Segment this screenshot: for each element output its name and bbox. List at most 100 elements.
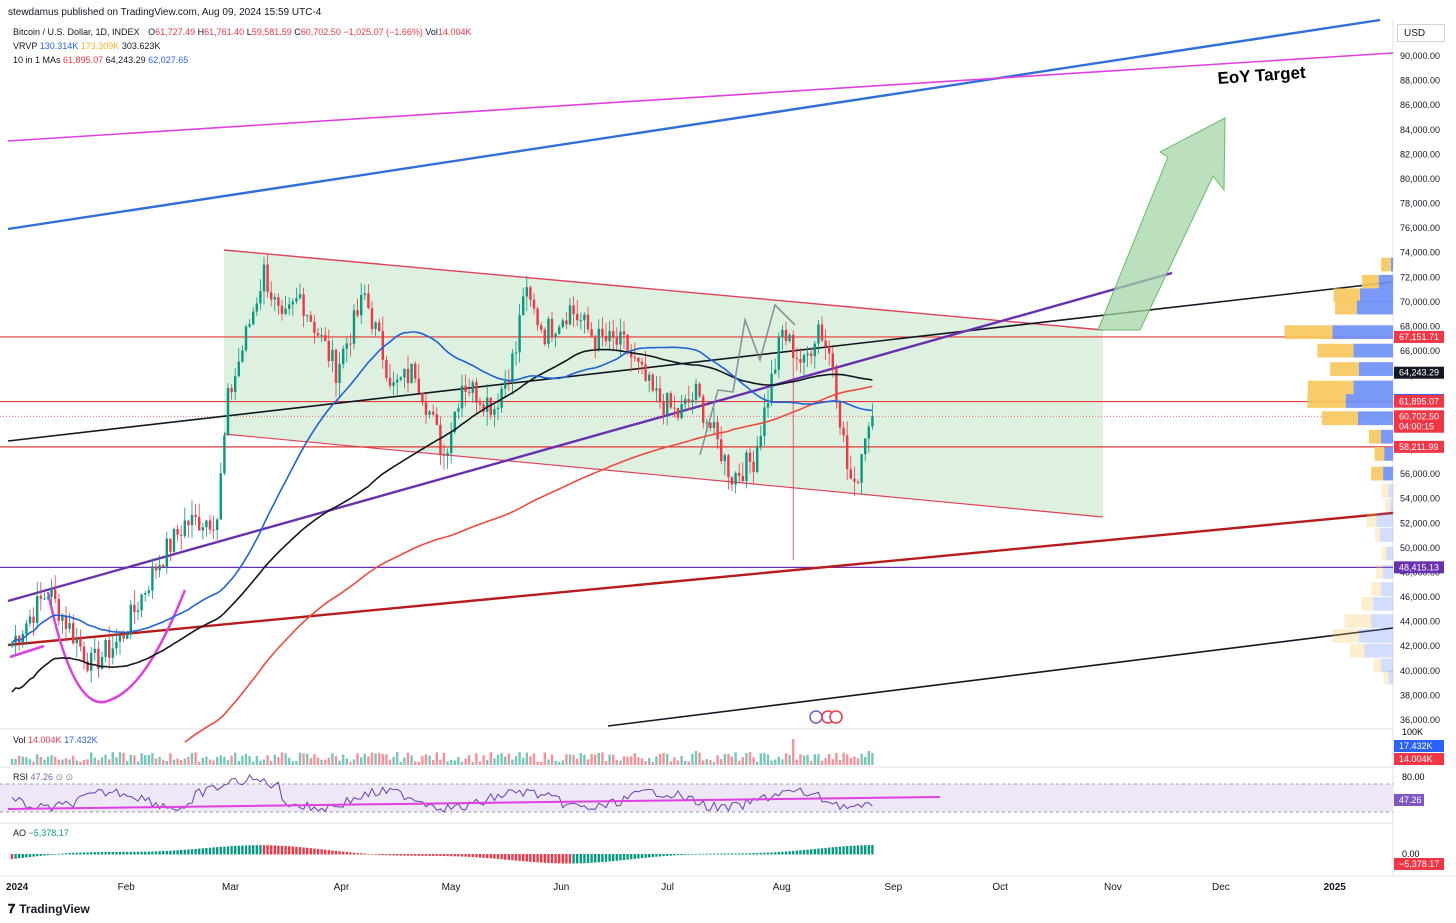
ao-axis-label: 0.00 <box>1402 849 1420 859</box>
price-tag-bg <box>1394 561 1444 574</box>
rsi-settings-icon[interactable]: ⊙ ⊙ <box>55 772 74 782</box>
ao-bar <box>518 854 521 861</box>
vrvp-legend[interactable]: VRVP 130.314K 173.309K 303.623K <box>13 41 160 51</box>
volume-bar <box>327 757 330 765</box>
candle-body <box>759 436 762 447</box>
ao-bar <box>14 854 17 859</box>
ao-bar <box>140 851 143 855</box>
volume-bar <box>118 752 122 765</box>
ao-bar <box>86 852 89 855</box>
ao-bar <box>828 847 831 855</box>
ao-bar <box>122 851 125 855</box>
ao-bar <box>165 850 168 855</box>
candle-body <box>144 593 147 595</box>
candle-body <box>165 538 168 567</box>
volume-bar <box>655 756 658 765</box>
volume-bar <box>241 755 244 765</box>
candle-body <box>561 320 564 328</box>
currency-button[interactable]: USD <box>1397 24 1445 42</box>
vp-bar-down <box>1378 274 1393 289</box>
candle-body <box>619 331 622 345</box>
ao-bar <box>738 853 741 855</box>
candle-body <box>741 475 744 481</box>
volume-bar <box>824 758 827 765</box>
volume-bar <box>842 752 845 765</box>
candle-body <box>39 596 42 599</box>
ao-bar <box>651 854 654 858</box>
vp-bar-up <box>1307 394 1346 408</box>
ao-bar <box>666 854 669 856</box>
ao-bar <box>558 854 561 864</box>
volume-bar <box>374 753 377 765</box>
price-tick-label: 46,000.00 <box>1400 592 1440 602</box>
volume-bar <box>795 759 798 765</box>
vp-bar-up <box>1344 614 1371 629</box>
price-tag-bg <box>1394 330 1444 343</box>
ao-bar <box>619 854 622 861</box>
candle-body <box>810 353 813 357</box>
volume-bar <box>255 755 258 765</box>
time-tick-label: Feb <box>118 882 136 893</box>
volume-bar <box>817 754 820 765</box>
ao-bar <box>522 854 525 862</box>
candle-body <box>306 315 309 317</box>
volume-bar <box>212 760 215 765</box>
ao-bar <box>144 851 147 855</box>
ma-legend[interactable]: 10 in 1 MAs 61,895.07 64,243.29 62,027.6… <box>13 55 188 65</box>
candle-body <box>806 353 809 356</box>
symbol-legend[interactable]: Bitcoin / U.S. Dollar, 1D, INDEX O61,727… <box>13 27 471 37</box>
candle-body <box>471 382 474 393</box>
ao-bar <box>460 854 464 857</box>
candle-body <box>385 359 388 378</box>
volume-bar <box>342 754 345 765</box>
candle-body <box>723 455 726 462</box>
ao-bar <box>68 853 71 855</box>
ao-bar <box>583 854 586 864</box>
volume-bar <box>514 756 518 765</box>
volume-bar <box>705 759 708 765</box>
ao-bar <box>756 852 759 855</box>
rsi-legend: RSI 47.26 ⊙ ⊙ <box>13 772 73 783</box>
candle-body <box>421 392 424 403</box>
candle-body <box>792 334 795 358</box>
volume-bar <box>860 753 863 765</box>
candle-body <box>788 334 791 342</box>
ao-bar <box>586 854 590 863</box>
volume-bar <box>828 754 831 765</box>
ao-bar <box>223 846 226 855</box>
price-tick-label: 66,000.00 <box>1400 346 1440 356</box>
vp-bar-down <box>1384 447 1393 461</box>
price-tag-bg <box>1394 366 1444 379</box>
ao-legend: AO −5,378.17 <box>13 828 69 838</box>
candle-body <box>586 314 590 330</box>
volume-bar <box>165 760 168 765</box>
candle-body <box>709 422 712 428</box>
ao-bar <box>320 849 323 855</box>
candle-body <box>126 634 129 639</box>
ao-bar <box>648 854 651 858</box>
volume-bar <box>18 755 21 765</box>
vp-bar-up <box>1375 565 1384 579</box>
volume-bar <box>61 759 64 765</box>
rsi-band <box>0 784 1393 812</box>
ao-bar <box>468 854 471 857</box>
candle-body <box>262 264 266 292</box>
ohlc-l-key: L <box>246 27 252 37</box>
candle-body <box>849 469 852 479</box>
ao-bar <box>806 849 809 855</box>
candle-body <box>565 320 568 325</box>
ao-bar <box>860 845 863 855</box>
candle-body <box>183 520 186 536</box>
brand-text: TradingView <box>19 902 90 916</box>
ao-bar <box>770 852 773 855</box>
volume-bar <box>270 760 273 765</box>
ao-bar <box>691 854 694 855</box>
volume-bar <box>396 752 399 765</box>
ao-bar <box>216 847 219 855</box>
candle-body <box>93 648 96 653</box>
ao-bar <box>262 845 266 855</box>
candle-body <box>630 353 633 358</box>
volume-bar <box>219 755 222 765</box>
ma-100-line <box>11 348 873 693</box>
